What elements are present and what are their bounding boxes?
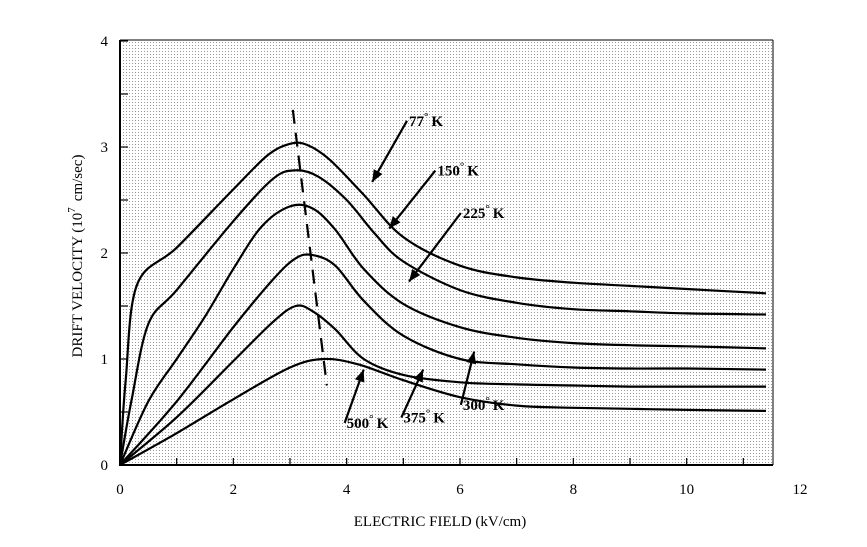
- plot-area: [120, 40, 773, 464]
- series-line-0: [118, 141, 767, 466]
- curve-label-5: 500° K: [347, 413, 389, 432]
- degree-mark: °: [426, 408, 430, 420]
- curve-label-1: 150° K: [437, 161, 479, 180]
- curve-label-unit: K: [377, 416, 389, 432]
- svg-text:DRIFT VELOCITY (107cm/sec): DRIFT VELOCITY (107 cm/sec): [66, 155, 86, 358]
- curve-label-3: 300° K: [463, 395, 505, 414]
- curve-label-temperature: 225: [463, 206, 486, 222]
- label-arrowhead-0: [372, 169, 383, 182]
- degree-mark: °: [485, 203, 489, 215]
- degree-mark: °: [485, 395, 489, 407]
- degree-mark: °: [369, 413, 373, 425]
- degree-mark: °: [424, 111, 428, 123]
- degree-mark: °: [460, 161, 464, 173]
- y-axis-label-unit: cm/sec): [70, 155, 86, 202]
- y-tick-label: 4: [101, 34, 109, 50]
- series-line-2: [118, 203, 767, 466]
- x-tick-label: 0: [116, 482, 124, 498]
- curve-label-unit: K: [493, 206, 505, 222]
- x-axis-label: ELECTRIC FIELD (kV/cm): [354, 514, 526, 530]
- curve-label-temperature: 150: [437, 164, 460, 180]
- x-tick-label: 6: [456, 482, 464, 498]
- curve-label-unit: K: [433, 411, 445, 427]
- curve-label-0: 77° K: [409, 111, 443, 130]
- series-line-4: [119, 304, 767, 466]
- y-axis-label-exponent: 7: [66, 207, 78, 213]
- curve-label-unit: K: [431, 114, 443, 130]
- curve-label-temperature: 300: [463, 398, 486, 414]
- label-arrowhead-4: [413, 369, 424, 383]
- y-tick-label: 3: [101, 140, 109, 156]
- ticks-group: [119, 40, 744, 466]
- axes-frame: [119, 39, 774, 466]
- curves-group: [118, 109, 767, 466]
- y-axis-label: DRIFT VELOCITY (107 cm/sec): [66, 155, 86, 358]
- curve-label-unit: K: [467, 164, 479, 180]
- label-arrowhead-2: [409, 269, 421, 282]
- y-tick-label: 2: [101, 246, 109, 262]
- curve-label-temperature: 77: [409, 114, 425, 130]
- series-line-3: [119, 253, 767, 466]
- x-tick-label: 10: [679, 482, 694, 498]
- x-tick-label: 2: [230, 482, 238, 498]
- series-line-1: [118, 169, 767, 466]
- y-axis-label-main: DRIFT VELOCITY (10: [70, 213, 86, 358]
- label-arrowhead-5: [354, 369, 365, 383]
- y-tick-label: 0: [101, 458, 109, 474]
- x-tick-label: 12: [793, 482, 808, 498]
- label-arrowhead-3: [466, 351, 477, 365]
- x-tick-label: 4: [343, 482, 351, 498]
- label-arrow-2: [408, 212, 462, 283]
- y-tick-label: 1: [101, 352, 109, 368]
- curve-label-temperature: 500: [347, 416, 370, 432]
- label-arrowhead-1: [389, 216, 401, 229]
- curve-label-4: 375° K: [403, 408, 445, 427]
- curve-label-unit: K: [493, 398, 505, 414]
- x-tick-label: 8: [570, 482, 578, 498]
- curve-label-temperature: 375: [403, 411, 426, 427]
- series-line-5: [119, 357, 767, 466]
- label-arrow-1: [388, 169, 437, 230]
- peak-locus-line: [291, 109, 328, 386]
- curve-label-2: 225° K: [463, 203, 505, 222]
